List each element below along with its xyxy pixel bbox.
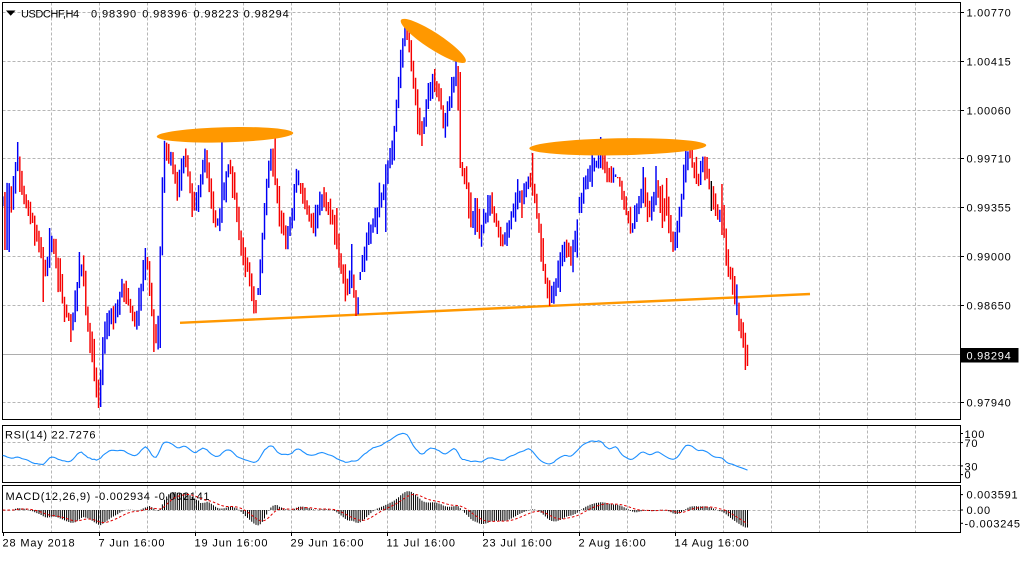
svg-text:0.98650: 0.98650	[967, 301, 1012, 313]
svg-text:0.00: 0.00	[967, 505, 991, 517]
svg-text:14 Aug 16:00: 14 Aug 16:00	[675, 538, 750, 550]
svg-text:-0.003245: -0.003245	[965, 518, 1020, 530]
svg-text:1.00060: 1.00060	[967, 106, 1012, 118]
svg-text:0.98294: 0.98294	[244, 8, 290, 20]
svg-text:0.99000: 0.99000	[967, 252, 1012, 264]
svg-text:29 Jun 16:00: 29 Jun 16:00	[291, 538, 365, 550]
svg-text:0.99710: 0.99710	[967, 154, 1012, 166]
svg-text:0.98223: 0.98223	[193, 8, 239, 20]
svg-text:70: 70	[965, 438, 979, 450]
svg-text:0.003591: 0.003591	[967, 490, 1019, 502]
svg-text:RSI(14) 22.7276: RSI(14) 22.7276	[5, 430, 96, 442]
svg-text:19 Jun 16:00: 19 Jun 16:00	[195, 538, 269, 550]
svg-text:28 May 2018: 28 May 2018	[3, 538, 76, 550]
svg-text:0: 0	[965, 470, 972, 482]
svg-text:1.00770: 1.00770	[967, 8, 1012, 20]
svg-text:0.98390: 0.98390	[91, 8, 137, 20]
svg-text:1.00415: 1.00415	[967, 57, 1012, 69]
svg-text:0.97940: 0.97940	[967, 398, 1012, 410]
svg-text:0.98396: 0.98396	[142, 8, 188, 20]
svg-text:0.98294: 0.98294	[967, 350, 1012, 362]
svg-text:0.99355: 0.99355	[967, 203, 1012, 215]
svg-text:23 Jul 16:00: 23 Jul 16:00	[483, 538, 553, 550]
svg-text:11 Jul 16:00: 11 Jul 16:00	[387, 538, 456, 550]
svg-text:2 Aug 16:00: 2 Aug 16:00	[579, 538, 647, 550]
svg-text:7 Jun 16:00: 7 Jun 16:00	[99, 538, 166, 550]
svg-text:USDCHF,H4: USDCHF,H4	[21, 8, 79, 20]
